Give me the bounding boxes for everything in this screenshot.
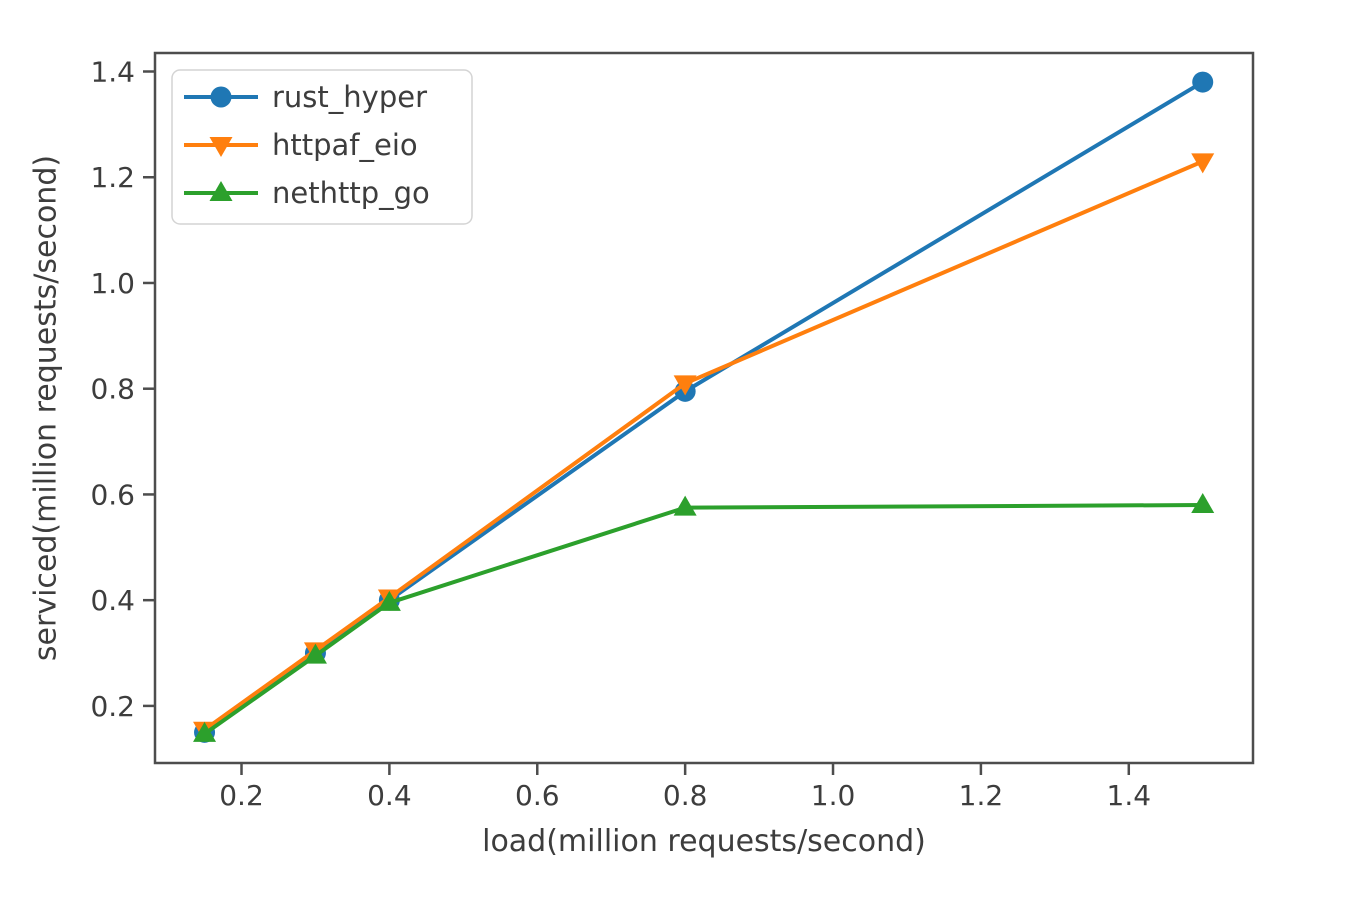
legend-label-httpaf_eio: httpaf_eio [272, 128, 418, 162]
httpaf_eio-point [1191, 153, 1215, 174]
x-tick-label: 1.2 [959, 779, 1004, 812]
legend-label-nethttp_go: nethttp_go [272, 176, 430, 210]
legend-rust_hyper-marker-icon [210, 86, 232, 108]
rust_hyper-point [1192, 71, 1214, 93]
series-nethttp_go [193, 493, 1215, 742]
httpaf_eio-point [673, 375, 697, 396]
y-tick-label: 1.4 [90, 56, 135, 89]
legend: rust_hyper httpaf_eio nethttp_go [171, 69, 473, 225]
legend-box [171, 69, 473, 225]
y-axis-label: serviced(million requests/second) [28, 154, 64, 662]
y-tick-label: 1.2 [90, 161, 135, 194]
nethttp_go-point [303, 643, 327, 664]
y-tick-label: 1.0 [90, 267, 135, 300]
y-tick-label: 0.2 [90, 690, 135, 723]
x-tick-label: 1.0 [811, 779, 856, 812]
nethttp_go-point [193, 721, 217, 742]
legend-item-httpaf_eio: httpaf_eio [184, 128, 418, 162]
httpaf_eio-line [203, 159, 1204, 732]
nethttp_go-point [673, 495, 697, 516]
legend-item-nethttp_go: nethttp_go [184, 176, 430, 210]
legend-label-rust_hyper: rust_hyper [272, 80, 427, 114]
x-axis-label: load(million requests/second) [482, 824, 926, 859]
x-tick-label: 0.6 [515, 779, 560, 812]
nethttp_go-point [377, 590, 401, 611]
legend-item-rust_hyper: rust_hyper [184, 80, 427, 114]
nethttp_go-point [1191, 493, 1215, 514]
x-tick-label: 0.4 [367, 779, 412, 812]
legend-nethttp_go-marker-icon [209, 181, 233, 201]
x-tick-label: 1.4 [1107, 779, 1152, 812]
plot-border [153, 51, 1255, 765]
legend-httpaf_eio-marker-icon [209, 137, 233, 157]
y-tick-label: 0.8 [90, 373, 135, 406]
nethttp_go-line [203, 503, 1203, 736]
x-tick-label: 0.8 [663, 779, 708, 812]
x-tick-label: 0.2 [219, 779, 264, 812]
series-httpaf_eio [193, 153, 1215, 742]
y-tick-label: 0.4 [90, 584, 135, 617]
y-tick-label: 0.6 [90, 478, 135, 511]
